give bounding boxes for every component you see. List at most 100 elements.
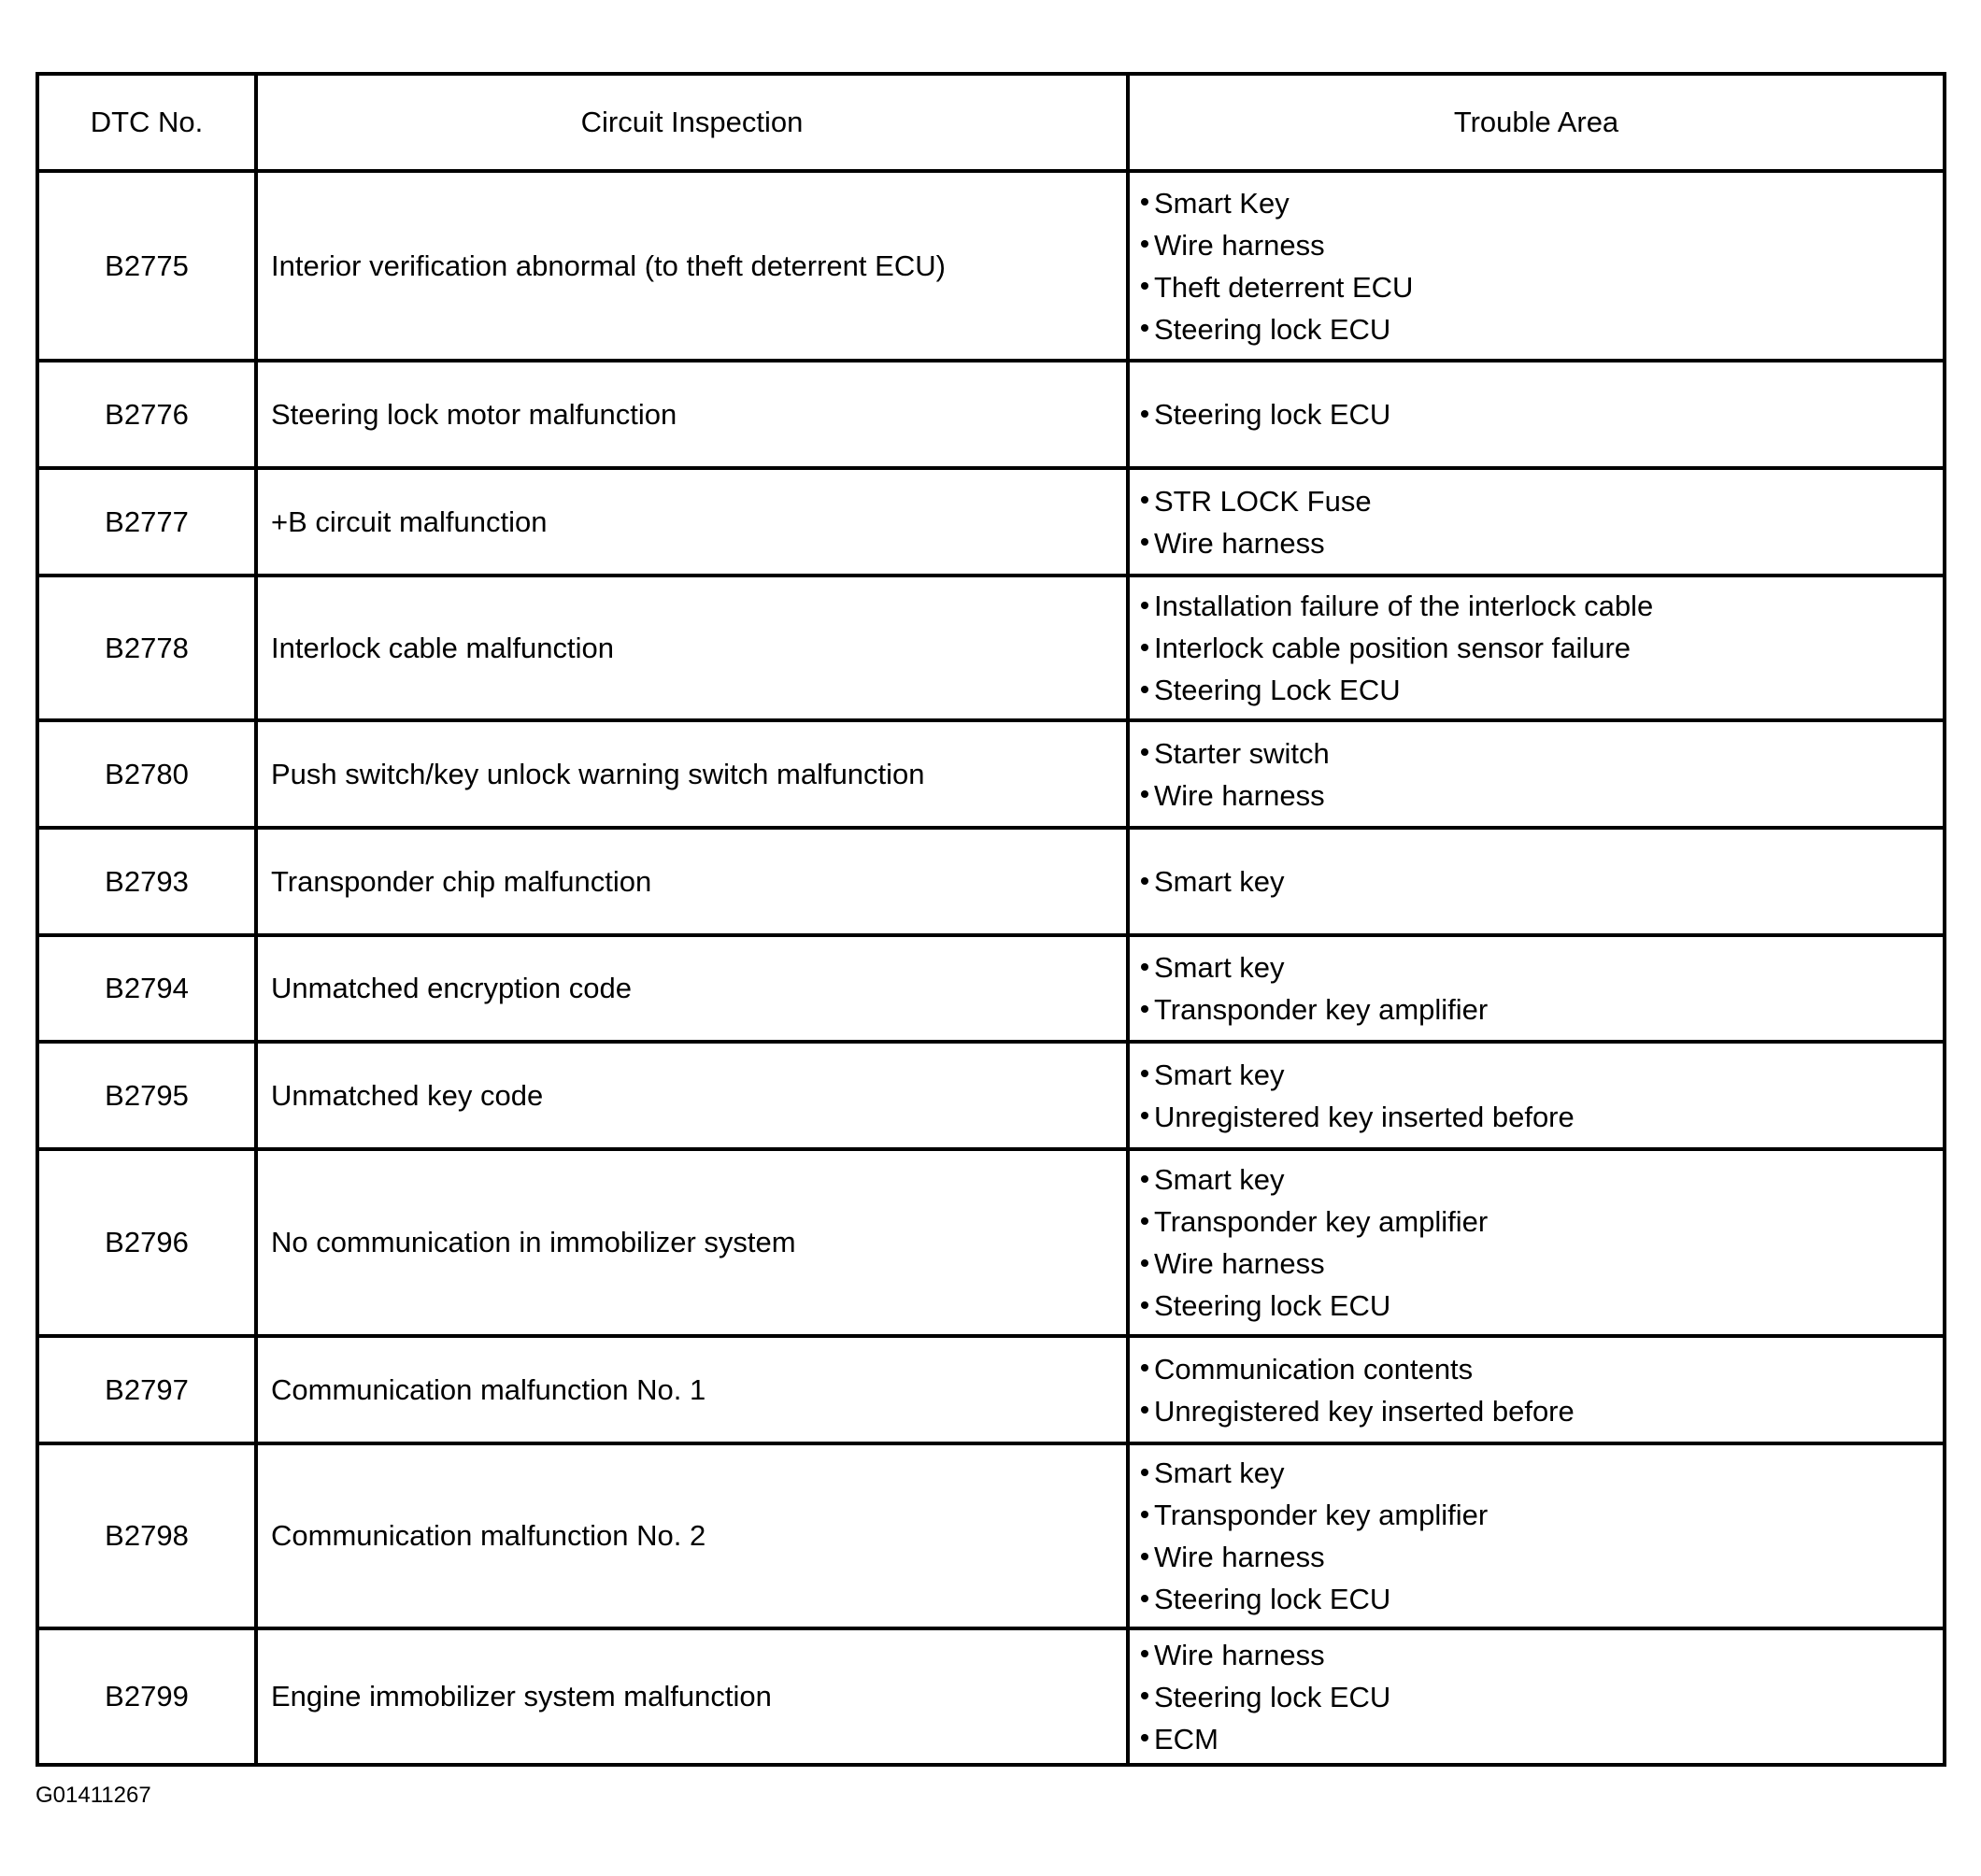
trouble-area-text: Installation failure of the interlock ca… (1154, 590, 1654, 622)
trouble-area-text: Steering lock ECU (1154, 398, 1391, 431)
bullet-icon (1141, 1216, 1148, 1225)
trouble-area-item: STR LOCK Fuse (1141, 480, 1943, 522)
trouble-area-text: Theft deterrent ECU (1154, 270, 1414, 304)
table-row: B2775 Interior verification abnormal (to … (36, 169, 1946, 362)
inspection-cell: Unmatched key code (254, 1040, 1130, 1151)
trouble-area-text: Smart key (1154, 1163, 1285, 1196)
trouble-area-item: Starter switch (1141, 732, 1943, 775)
trouble-area-item: Unregistered key inserted before (1141, 1390, 1943, 1432)
trouble-area-text: Smart key (1154, 951, 1285, 984)
trouble-area-text: STR LOCK Fuse (1154, 484, 1372, 518)
inspection-cell: Interlock cable malfunction (254, 574, 1130, 722)
bullet-icon (1141, 685, 1148, 693)
trouble-area-text: Transponder key amplifier (1154, 1499, 1489, 1531)
bullet-icon (1141, 1468, 1148, 1476)
bullet-icon (1141, 409, 1148, 418)
bullet-icon (1141, 876, 1148, 885)
dtc-table: DTC No. Circuit Inspection Trouble Area … (36, 72, 1946, 1767)
trouble-area-text: Wire harness (1154, 228, 1325, 262)
bullet-icon (1141, 1112, 1148, 1120)
trouble-area-item: Smart key (1141, 1158, 1943, 1201)
bullet-icon (1141, 538, 1148, 547)
bullet-icon (1141, 601, 1148, 609)
trouble-area-item: Unregistered key inserted before (1141, 1096, 1943, 1138)
trouble-area-cell: Smart key Transponder key amplifier Wire h… (1126, 1442, 1946, 1630)
table-row: B2797 Communication malfunction No. 1 Comm… (36, 1334, 1946, 1445)
bullet-icon (1141, 790, 1148, 799)
trouble-area-item: Smart key (1141, 1452, 1943, 1494)
bullet-icon (1141, 748, 1148, 757)
inspection-cell: Unmatched encryption code (254, 933, 1130, 1044)
trouble-area-item: Smart key (1141, 1054, 1943, 1096)
trouble-area-item: Steering lock ECU (1141, 1285, 1943, 1327)
dtc-cell: B2778 (36, 574, 258, 722)
inspection-cell: Steering lock motor malfunction (254, 359, 1130, 470)
trouble-area-item: Wire harness (1141, 522, 1943, 564)
trouble-area-text: Wire harness (1154, 1247, 1325, 1280)
trouble-area-cell: Starter switch Wire harness (1126, 718, 1946, 830)
trouble-area-cell: Smart key Transponder key amplifier Wire h… (1126, 1147, 1946, 1338)
table-row: B2778 Interlock cable malfunction Installa… (36, 574, 1946, 722)
trouble-area-cell: Installation failure of the interlock ca… (1126, 574, 1946, 722)
trouble-area-text: Steering lock ECU (1154, 1680, 1391, 1713)
dtc-cell: B2799 (36, 1627, 258, 1767)
table-row: B2794 Unmatched encryption code Smart key T… (36, 933, 1946, 1044)
table-row: B2777 +B circuit malfunction STR LOCK Fuse… (36, 466, 1946, 577)
bullet-icon (1141, 1734, 1148, 1742)
trouble-area-text: Unregistered key inserted before (1154, 1100, 1575, 1133)
trouble-area-text: Steering Lock ECU (1154, 674, 1401, 706)
dtc-cell: B2798 (36, 1442, 258, 1630)
trouble-area-item: Wire harness (1141, 1536, 1943, 1578)
trouble-area-text: Smart Key (1154, 186, 1290, 220)
table-row: B2793 Transponder chip malfunction Smart k… (36, 826, 1946, 937)
trouble-area-item: Wire harness (1141, 1634, 1943, 1676)
bullet-icon (1141, 1070, 1148, 1078)
dtc-cell: B2776 (36, 359, 258, 470)
table-row: B2780 Push switch/key unlock warning swit… (36, 718, 1946, 830)
bullet-icon (1141, 1004, 1148, 1013)
trouble-area-item: Steering lock ECU (1141, 308, 1943, 350)
bullet-icon (1141, 282, 1148, 291)
dtc-cell: B2795 (36, 1040, 258, 1151)
header-inspection: Circuit Inspection (254, 72, 1130, 173)
trouble-area-item: ECM (1141, 1718, 1943, 1760)
trouble-area-item: Wire harness (1141, 224, 1943, 266)
trouble-area-cell: Communication contents Unregistered key i… (1126, 1334, 1946, 1445)
table-row: B2795 Unmatched key code Smart key Unregist… (36, 1040, 1946, 1151)
bullet-icon (1141, 643, 1148, 651)
inspection-cell: Communication malfunction No. 1 (254, 1334, 1130, 1445)
trouble-area-cell: Smart key (1126, 826, 1946, 937)
trouble-area-item: Wire harness (1141, 1243, 1943, 1285)
trouble-area-item: Transponder key amplifier (1141, 1201, 1943, 1243)
bullet-icon (1141, 1692, 1148, 1700)
trouble-area-item: Interlock cable position sensor failure (1141, 627, 1943, 669)
bullet-icon (1141, 324, 1148, 333)
trouble-area-item: Smart key (1141, 860, 1943, 902)
dtc-cell: B2796 (36, 1147, 258, 1338)
trouble-area-item: Communication contents (1141, 1348, 1943, 1390)
trouble-area-cell: Steering lock ECU (1126, 359, 1946, 470)
trouble-area-text: Steering lock ECU (1154, 1583, 1391, 1615)
bullet-icon (1141, 1364, 1148, 1372)
inspection-cell: No communication in immobilizer system (254, 1147, 1130, 1338)
table-row: B2776 Steering lock motor malfunction Stee… (36, 359, 1946, 470)
dtc-cell: B2780 (36, 718, 258, 830)
trouble-area-item: Steering lock ECU (1141, 1578, 1943, 1620)
trouble-area-item: Smart key (1141, 946, 1943, 988)
trouble-area-cell: Smart key Transponder key amplifier (1126, 933, 1946, 1044)
header-dtc: DTC No. (36, 72, 258, 173)
header-row: DTC No. Circuit Inspection Trouble Area (36, 72, 1946, 173)
trouble-area-item: Transponder key amplifier (1141, 1494, 1943, 1536)
inspection-cell: Push switch/key unlock warning switch ma… (254, 718, 1130, 830)
trouble-area-text: Smart key (1154, 1058, 1285, 1091)
inspection-cell: +B circuit malfunction (254, 466, 1130, 577)
trouble-area-item: Transponder key amplifier (1141, 988, 1943, 1030)
dtc-cell: B2797 (36, 1334, 258, 1445)
trouble-area-text: Steering lock ECU (1154, 312, 1391, 346)
trouble-area-text: Transponder key amplifier (1154, 993, 1489, 1026)
bullet-icon (1141, 1650, 1148, 1658)
bullet-icon (1141, 1258, 1148, 1267)
table-row: B2798 Communication malfunction No. 2 Smar… (36, 1442, 1946, 1630)
inspection-cell: Engine immobilizer system malfunction (254, 1627, 1130, 1767)
inspection-cell: Interior verification abnormal (to theft… (254, 169, 1130, 362)
